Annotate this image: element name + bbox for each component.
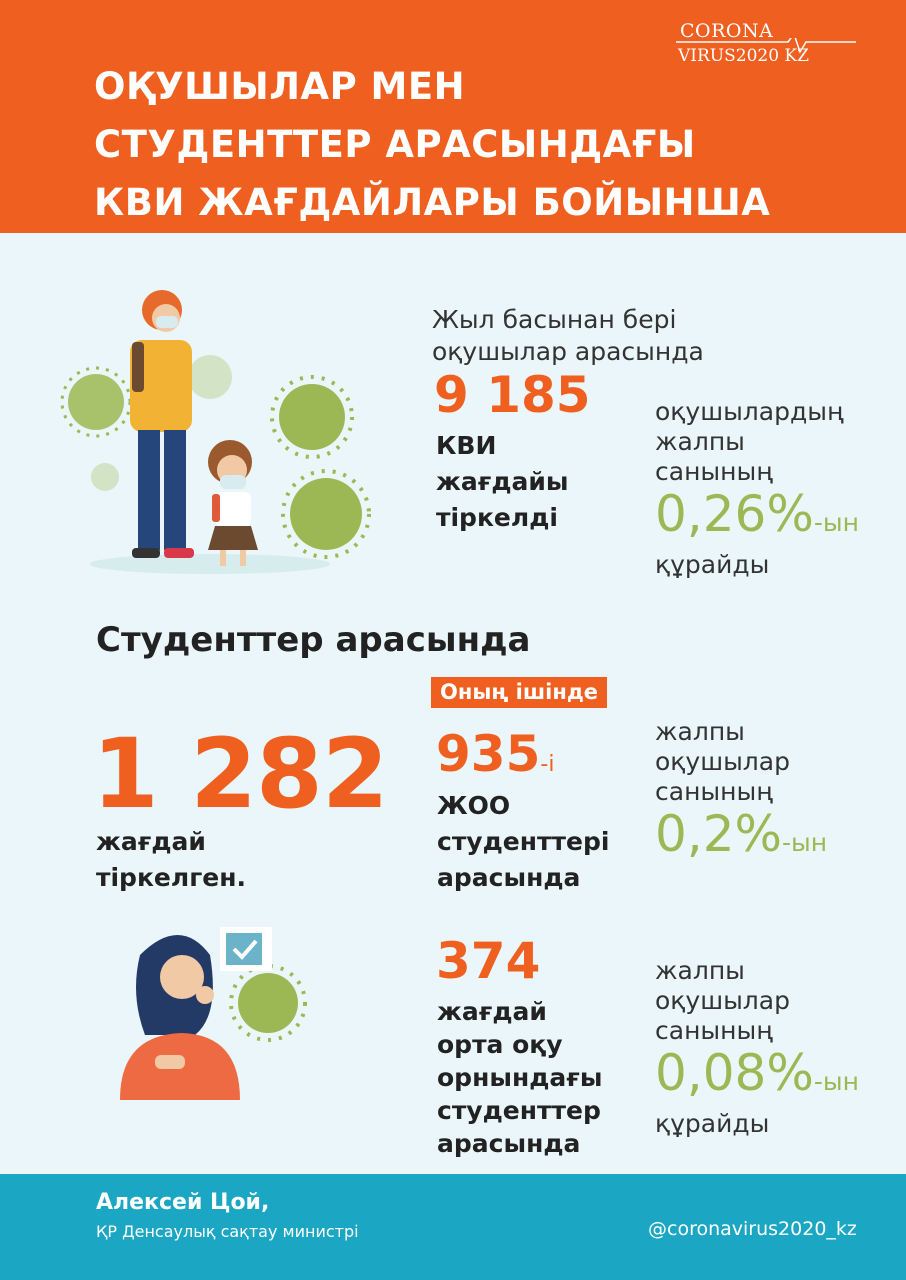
university-share-stat: жалпы оқушылар санының 0,2%-ын: [655, 717, 827, 870]
social-handle[interactable]: @coronavirus2020_kz: [648, 1218, 857, 1240]
checkbox-icon: [220, 927, 272, 971]
page-title: ОҚУШЫЛАР МЕН СТУДЕНТТЕР АРАСЫНДАҒЫ КВИ Ж…: [94, 58, 814, 232]
coughing-woman-illustration: [120, 927, 307, 1100]
virus-icon: [270, 375, 354, 459]
virus-icon: [188, 355, 232, 399]
stat-line: оқушылар: [655, 986, 790, 1015]
logo-line-2: VIRUS2020 KZ: [678, 46, 809, 66]
speaker-role: ҚР Денсаулық сақтау министрі: [96, 1222, 359, 1241]
percent-number: 0,26%: [655, 485, 814, 543]
stat-line: жалпы: [655, 956, 745, 985]
percent-suffix: -ын: [813, 508, 859, 537]
stat-line: жалпы: [655, 427, 745, 456]
title-line-3: КВИ ЖАҒДАЙЛАРЫ БОЙЫНША: [94, 181, 771, 224]
stat-line: санының: [655, 777, 773, 806]
college-label: жағдай орта оқу орнындағы студенттер ара…: [437, 995, 602, 1160]
label-line: студенттер: [437, 1096, 601, 1125]
intro-line-2: оқушылар арасында: [432, 337, 704, 366]
stat-end: құрайды: [655, 1109, 770, 1138]
including-badge: Оның ішінде: [431, 677, 608, 708]
pulse-line-icon: [676, 38, 856, 54]
label-line: жағдай: [437, 997, 547, 1026]
title-line-2: СТУДЕНТТЕР АРАСЫНДАҒЫ: [94, 123, 696, 166]
stat-line: жалпы: [655, 717, 745, 746]
speaker-name: Алексей Цой,: [96, 1190, 270, 1215]
intro-line-1: Жыл басынан бері: [432, 305, 677, 334]
percent-suffix: -ын: [813, 1067, 859, 1096]
count-number: 935: [436, 725, 541, 783]
pupils-share-stat: оқушылардың жалпы санының 0,26%-ын құрай…: [655, 397, 859, 580]
percent-value: 0,26%-ын: [655, 487, 859, 550]
label-line: жағдайы: [436, 467, 569, 496]
label-line: арасында: [437, 1129, 581, 1158]
university-count: 935-і: [436, 725, 554, 783]
label-line: тіркелген.: [96, 863, 246, 892]
college-count: 374: [436, 932, 541, 990]
university-label: ЖОО студенттері арасында: [437, 788, 609, 896]
percent-number: 0,2%: [655, 805, 783, 863]
percent-suffix: -ын: [782, 828, 828, 857]
stat-end: құрайды: [655, 550, 770, 579]
label-line: арасында: [437, 863, 581, 892]
stat-line: оқушылардың: [655, 397, 844, 426]
label-line: КВИ: [436, 431, 497, 460]
stat-line: санының: [655, 1016, 773, 1045]
label-line: орнындағы: [437, 1063, 603, 1092]
stat-line: санының: [655, 457, 773, 486]
students-total-label: жағдай тіркелген.: [96, 824, 246, 896]
college-share-stat: жалпы оқушылар санының 0,08%-ын құрайды: [655, 956, 859, 1139]
students-total-count: 1 282: [92, 718, 389, 830]
percent-number: 0,08%: [655, 1044, 814, 1102]
virus-icon: [281, 469, 371, 559]
label-line: тіркелді: [436, 503, 558, 532]
virus-icon: [60, 366, 132, 438]
students-heading: Студенттер арасында: [96, 620, 531, 660]
pupils-intro: Жыл басынан бері оқушылар арасында: [432, 304, 704, 368]
label-line: жағдай: [96, 827, 206, 856]
label-line: ЖОО: [437, 791, 511, 820]
family-with-viruses-illustration: [60, 290, 371, 574]
header-banner: ОҚУШЫЛАР МЕН СТУДЕНТТЕР АРАСЫНДАҒЫ КВИ Ж…: [0, 0, 906, 233]
virus-icon: [229, 964, 307, 1042]
label-line: студенттері: [437, 827, 610, 856]
stat-line: оқушылар: [655, 747, 790, 776]
percent-value: 0,2%-ын: [655, 807, 827, 870]
virus-icon: [91, 463, 119, 491]
footer-bar: Алексей Цой, ҚР Денсаулық сақтау министр…: [0, 1174, 906, 1280]
count-suffix: -і: [540, 752, 555, 777]
title-line-1: ОҚУШЫЛАР МЕН: [94, 65, 466, 108]
pupils-case-label: КВИ жағдайы тіркелді: [436, 428, 569, 536]
label-line: орта оқу: [437, 1030, 563, 1059]
pupils-case-count: 9 185: [434, 366, 591, 424]
percent-value: 0,08%-ын: [655, 1046, 859, 1109]
logo-line-1: CORONA: [680, 20, 774, 42]
coronavirus-logo: CORONA VIRUS2020 KZ: [676, 20, 866, 72]
